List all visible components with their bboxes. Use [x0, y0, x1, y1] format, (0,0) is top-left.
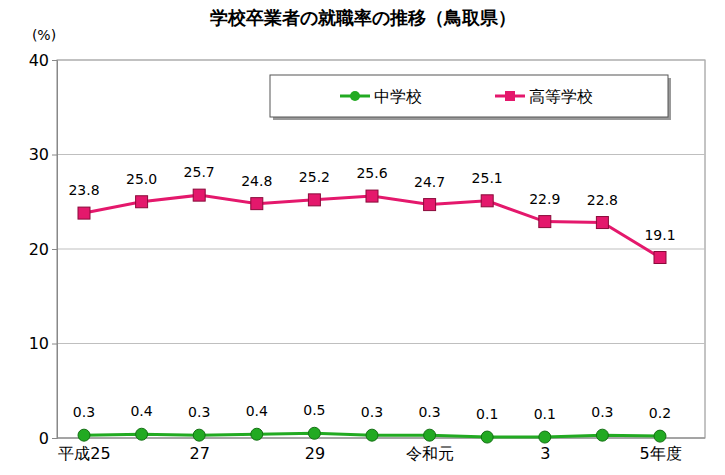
marker — [596, 429, 608, 441]
data-label: 0.5 — [303, 402, 325, 418]
grid — [57, 60, 705, 438]
marker — [251, 198, 263, 210]
marker — [366, 429, 378, 441]
grid-line — [57, 60, 705, 61]
marker — [654, 252, 666, 264]
legend-symbol — [505, 91, 515, 101]
grid-line — [57, 154, 705, 155]
x-tick-label: 5年度 — [639, 444, 681, 463]
marks — [78, 189, 666, 443]
y-tick-mark — [52, 438, 57, 439]
legend-label: 高等学校 — [529, 87, 593, 106]
data-labels: 0.3 0.4 0.3 0.4 0.5 0.3 0.3 0.1 0.1 0.3 0.2 23.8 25.… — [68, 164, 675, 422]
data-label: 0.3 — [188, 404, 210, 420]
data-label: 0.3 — [418, 404, 440, 420]
y-tick: 0 — [39, 429, 57, 448]
marker — [78, 207, 90, 219]
marker — [424, 199, 436, 211]
data-label: 0.3 — [73, 404, 95, 420]
data-label: 25.1 — [472, 170, 503, 186]
data-label: 0.1 — [534, 406, 556, 422]
x-tick: 3 — [540, 444, 550, 463]
data-label: 22.8 — [587, 192, 618, 208]
y-tick-label: 10 — [29, 334, 49, 353]
x-axis: 平成25 27 29 令和元 3 5年度 — [58, 444, 681, 463]
marker — [308, 427, 320, 439]
data-label: 25.6 — [356, 165, 387, 181]
data-label: 25.2 — [299, 169, 330, 185]
x-tick: 27 — [190, 444, 210, 463]
y-axis: 0 10 20 30 40 — [29, 51, 58, 448]
x-tick: 平成25 — [58, 444, 110, 463]
data-label: 22.9 — [529, 191, 560, 207]
title: 学校卒業者の就職率の推移（鳥取県） — [210, 7, 516, 28]
marker — [193, 189, 205, 201]
data-label: 25.0 — [126, 171, 157, 187]
data-label: 0.3 — [361, 404, 383, 420]
data-label: 23.8 — [68, 182, 99, 198]
y-tick: 30 — [29, 145, 57, 164]
x-tick-label: 令和元 — [406, 444, 454, 463]
series-line — [84, 195, 660, 257]
marker — [366, 190, 378, 202]
grid-line — [57, 249, 705, 250]
y-tick-mark — [52, 155, 57, 156]
legend-symbol — [350, 91, 360, 101]
y-tick-mark — [52, 344, 57, 345]
legend-label: 中学校 — [374, 87, 422, 106]
y-axis-label: (%) — [32, 27, 56, 43]
grid-line — [57, 343, 705, 344]
y-tick-label: 0 — [39, 429, 49, 448]
x-tick-label: 平成25 — [58, 444, 110, 463]
data-label: 0.1 — [476, 406, 498, 422]
x-tick: 5年度 — [639, 444, 681, 463]
y-tick-label: 30 — [29, 145, 49, 164]
data-label: 24.7 — [414, 174, 445, 190]
y-tick-mark — [52, 60, 57, 61]
legend-box — [270, 75, 668, 117]
x-tick-label: 27 — [190, 444, 210, 463]
marker — [424, 429, 436, 441]
data-label: 0.4 — [246, 403, 268, 419]
marker — [136, 428, 148, 440]
marker — [596, 217, 608, 229]
y-axis-line — [52, 61, 58, 439]
y-tick-mark — [52, 249, 57, 250]
legend: 中学校 高等学校 — [270, 75, 671, 120]
data-label: 0.2 — [649, 405, 671, 421]
marker — [481, 431, 493, 443]
chart: 学校卒業者の就職率の推移（鳥取県） (%) 0 10 20 30 40 平成25 27 29 令和元… — [0, 0, 725, 475]
marker — [539, 216, 551, 228]
data-label: 0.4 — [130, 403, 152, 419]
marker — [539, 431, 551, 443]
marker — [308, 194, 320, 206]
data-label: 0.3 — [591, 404, 613, 420]
x-tick-label: 3 — [540, 444, 550, 463]
data-label: 19.1 — [644, 227, 675, 243]
y-tick-label: 20 — [29, 240, 49, 259]
y-tick-label: 40 — [29, 51, 49, 70]
plot-area — [57, 60, 705, 438]
y-tick: 10 — [29, 334, 57, 353]
y-tick: 20 — [29, 240, 57, 259]
x-tick: 29 — [305, 444, 325, 463]
y-tick: 40 — [29, 51, 57, 70]
x-tick: 令和元 — [406, 444, 454, 463]
marker — [193, 429, 205, 441]
data-label: 24.8 — [241, 173, 272, 189]
marker — [481, 195, 493, 207]
marker — [654, 430, 666, 442]
data-label: 25.7 — [184, 164, 215, 180]
marker — [251, 428, 263, 440]
marker — [136, 196, 148, 208]
marker — [78, 429, 90, 441]
x-tick-label: 29 — [305, 444, 325, 463]
